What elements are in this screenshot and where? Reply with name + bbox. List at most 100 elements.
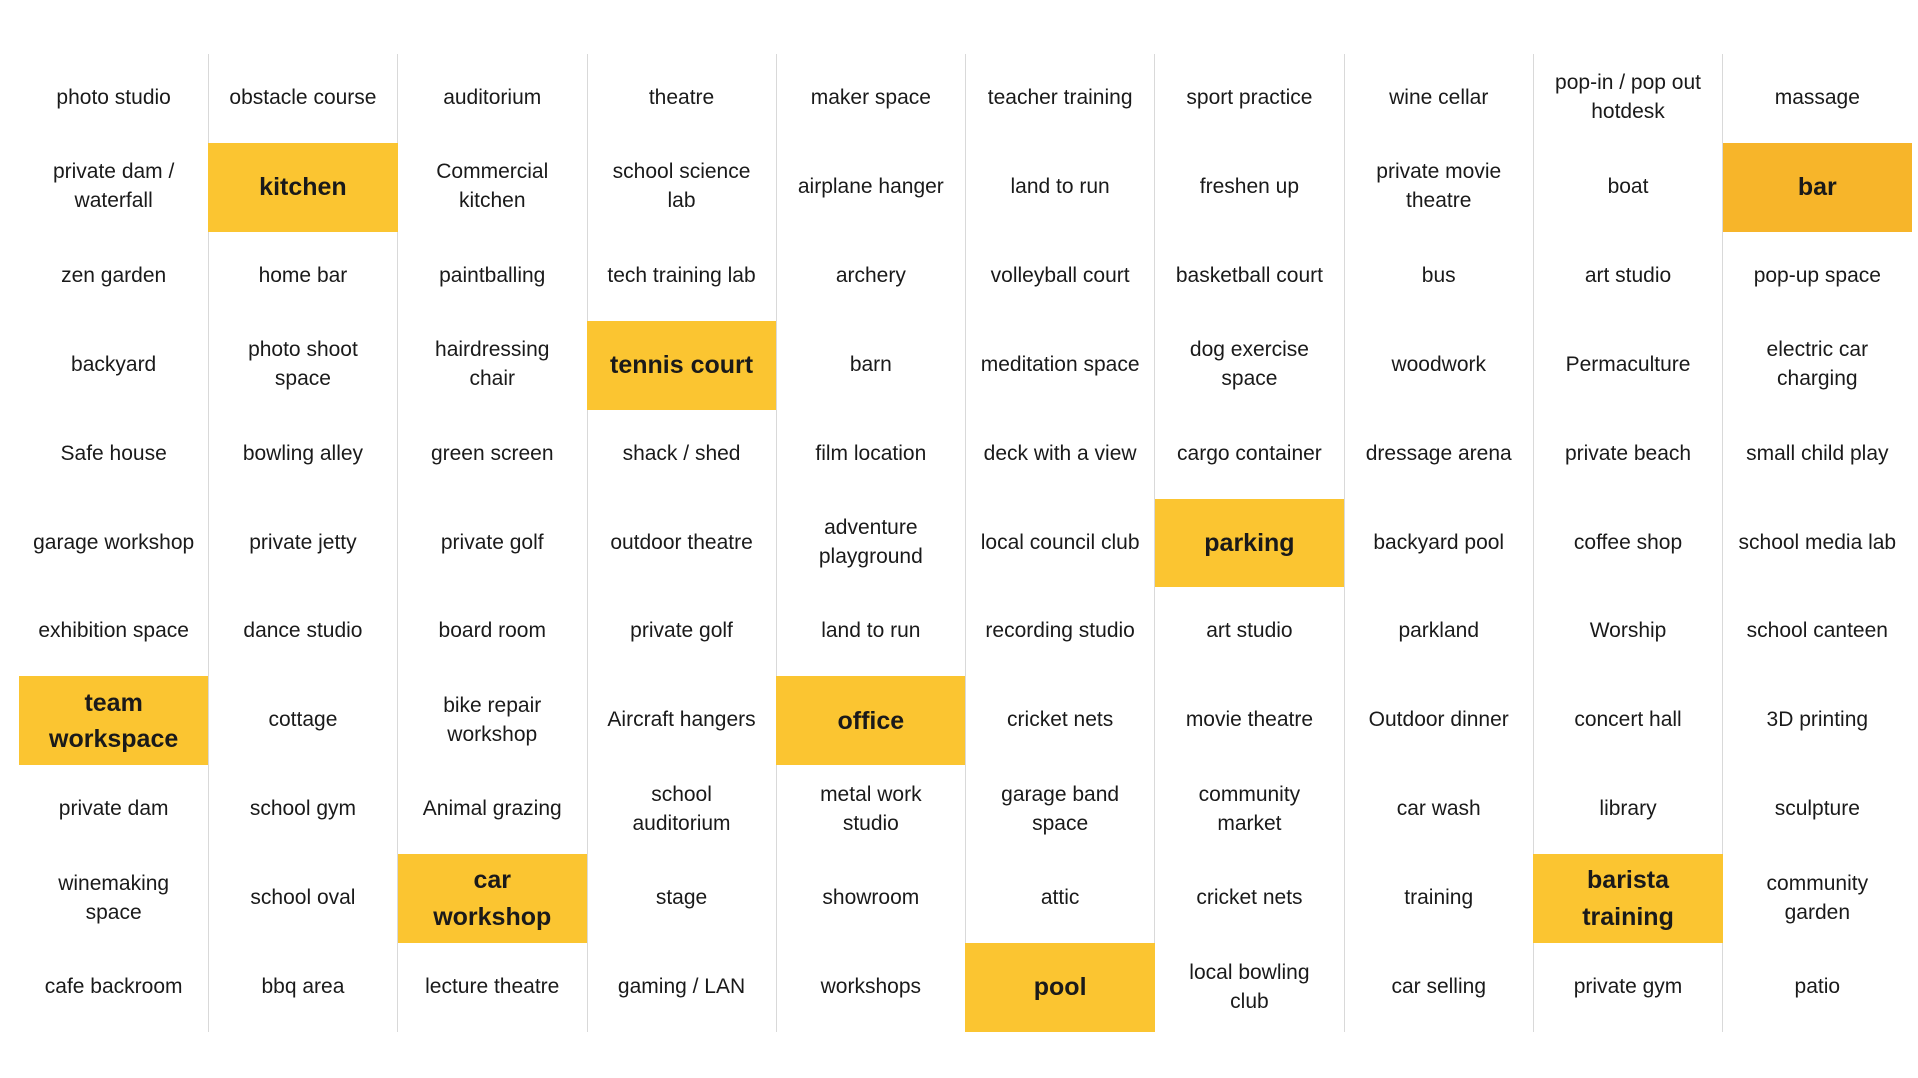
space-cell: stage xyxy=(655,886,708,910)
space-cell: art studio xyxy=(1206,619,1293,643)
space-cell: parkland xyxy=(1398,619,1479,643)
space-cell: zen garden xyxy=(61,263,167,287)
space-cell: boat xyxy=(1607,174,1649,198)
highlighted-space-cell: bar xyxy=(1722,142,1912,232)
space-cell: cafe backroom xyxy=(44,975,183,999)
highlighted-space-cell: team workspace xyxy=(19,676,209,766)
space-cell: private beach xyxy=(1564,441,1692,465)
space-cell: training xyxy=(1404,886,1474,910)
space-cell: school oval xyxy=(250,886,356,910)
space-cell: volleyball court xyxy=(990,263,1130,287)
space-cell: community market xyxy=(1198,782,1301,835)
space-cell: small child play xyxy=(1746,441,1889,465)
space-cell: electric car charging xyxy=(1766,338,1869,391)
space-cell: backyard xyxy=(71,352,157,376)
space-cell: Animal grazing xyxy=(422,797,562,821)
space-cell: car wash xyxy=(1396,797,1481,821)
space-cell: private golf xyxy=(630,619,733,643)
space-cell: theatre xyxy=(648,85,715,109)
space-cell: bowling alley xyxy=(242,441,364,465)
space-cell: sculpture xyxy=(1774,797,1860,821)
column-divider xyxy=(1722,54,1723,1032)
space-cell: local bowling club xyxy=(1189,960,1310,1013)
space-cell: airplane hanger xyxy=(797,174,944,198)
space-cell: archery xyxy=(835,263,906,287)
space-cell: hairdressing chair xyxy=(435,338,550,391)
space-cell: private gym xyxy=(1573,975,1683,999)
space-cell: basketball court xyxy=(1175,263,1323,287)
space-cell: movie theatre xyxy=(1185,708,1314,732)
highlighted-space-cell: car workshop xyxy=(397,854,587,944)
space-cell: local council club xyxy=(980,530,1140,554)
space-cell: attic xyxy=(1040,886,1080,910)
space-cell: school auditorium xyxy=(632,782,731,835)
space-cell: paintballing xyxy=(439,263,546,287)
space-cell: cricket nets xyxy=(1196,886,1303,910)
space-cell: Permaculture xyxy=(1565,352,1691,376)
space-cell: Worship xyxy=(1589,619,1667,643)
space-cell: backyard pool xyxy=(1373,530,1505,554)
space-cell: showroom xyxy=(822,886,920,910)
space-cell: wine cellar xyxy=(1389,85,1489,109)
space-cell: 3D printing xyxy=(1766,708,1869,732)
space-cell: woodwork xyxy=(1391,352,1486,376)
column-divider xyxy=(965,54,966,1032)
space-cell: Safe house xyxy=(60,441,167,465)
highlighted-space-cell: pool xyxy=(965,943,1155,1032)
space-cell: school gym xyxy=(249,797,357,821)
space-cell: obstacle course xyxy=(229,85,377,109)
space-cell: board room xyxy=(438,619,546,643)
space-cell: private dam / waterfall xyxy=(52,160,175,213)
highlighted-space-cell: parking xyxy=(1154,498,1345,588)
space-cell: art studio xyxy=(1584,263,1672,287)
space-cell: private movie theatre xyxy=(1376,160,1502,213)
space-cell: school canteen xyxy=(1746,619,1888,643)
space-cell: private golf xyxy=(440,530,544,554)
column-divider xyxy=(587,54,588,1032)
space-cell: community garden xyxy=(1766,871,1869,924)
space-cell: barn xyxy=(849,352,892,376)
space-cell: exhibition space xyxy=(38,619,189,643)
highlighted-space-cell: tennis court xyxy=(586,320,777,410)
space-cell: winemaking space xyxy=(58,871,170,924)
space-cell: teacher training xyxy=(987,85,1133,109)
column-divider xyxy=(1533,54,1534,1032)
space-cell: patio xyxy=(1794,975,1841,999)
space-cell: outdoor theatre xyxy=(610,530,753,554)
space-cell: massage xyxy=(1774,85,1860,109)
space-cell: cricket nets xyxy=(1007,708,1114,732)
space-cell: land to run xyxy=(821,619,921,643)
space-ideas-board: photo studio private dam / waterfall zen g… xyxy=(19,54,1912,1032)
space-cell: sport practice xyxy=(1186,85,1313,109)
space-cell: auditorium xyxy=(443,85,542,109)
column-divider xyxy=(208,54,209,1032)
space-cell: recording studio xyxy=(985,619,1135,643)
highlighted-space-cell: office xyxy=(776,676,966,766)
highlighted-space-cell: barista training xyxy=(1533,854,1723,944)
space-cell: Commercial kitchen xyxy=(436,160,549,213)
space-cell: home bar xyxy=(258,263,348,287)
space-cell: metal work studio xyxy=(820,782,922,835)
space-cell: adventure playground xyxy=(818,516,923,568)
space-cell: maker space xyxy=(810,85,931,109)
space-cell: bbq area xyxy=(261,975,345,999)
space-cell: dance studio xyxy=(243,619,363,643)
space-cell: bus xyxy=(1421,263,1456,287)
space-cell: cottage xyxy=(268,708,338,732)
space-cell: lecture theatre xyxy=(425,975,560,999)
space-cell: Aircraft hangers xyxy=(607,708,756,732)
space-cell: photo shoot space xyxy=(248,338,358,391)
space-cell: school media lab xyxy=(1738,530,1897,554)
space-cell: private dam xyxy=(58,797,169,821)
space-cell: deck with a view xyxy=(983,441,1137,465)
space-cell: coffee shop xyxy=(1573,530,1683,554)
space-cell: gaming / LAN xyxy=(617,975,746,999)
space-cell: library xyxy=(1599,797,1657,821)
space-cell: film location xyxy=(815,441,927,465)
space-cell: bike repair workshop xyxy=(443,693,542,746)
space-cell: green screen xyxy=(430,441,554,465)
space-cell: Outdoor dinner xyxy=(1368,708,1509,732)
space-cell: pop-up space xyxy=(1753,263,1881,287)
space-cell: dressage arena xyxy=(1365,441,1512,465)
column-divider xyxy=(776,54,777,1032)
